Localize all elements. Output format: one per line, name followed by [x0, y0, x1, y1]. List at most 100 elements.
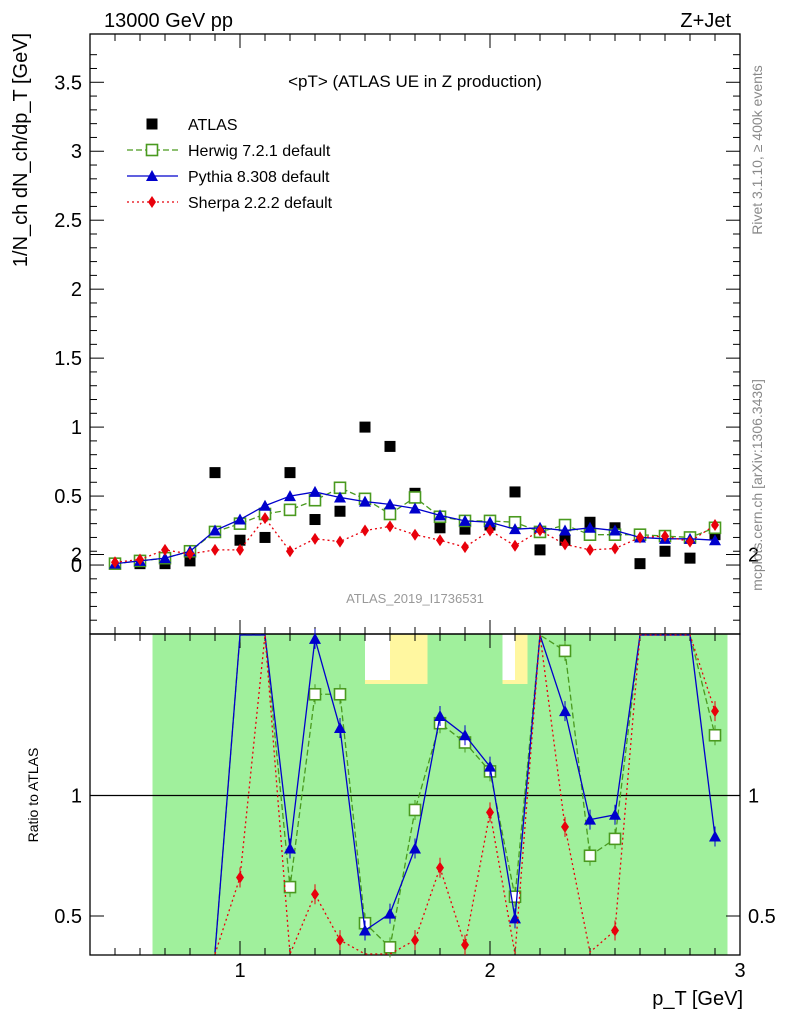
- data-point-sherpa: [361, 524, 369, 537]
- legend-label-pythia: Pythia 8.308 default: [188, 169, 330, 186]
- x-tick-label: 2: [484, 960, 495, 982]
- data-point-sherpa: [686, 535, 694, 548]
- data-point-sherpa: [536, 524, 544, 537]
- header-left: 13000 GeV pp: [104, 10, 233, 32]
- data-point-atlas: [284, 467, 296, 479]
- legend-label-herwig: Herwig 7.2.1 default: [188, 143, 331, 160]
- ratio-point-sherpa: [436, 861, 444, 874]
- main-series: [108, 421, 722, 570]
- ratio-series: [214, 628, 722, 958]
- ratio-y-tick-label: 1: [71, 786, 82, 808]
- ratio-point-sherpa: [611, 924, 619, 937]
- ratio-point-sherpa: [711, 705, 719, 718]
- ratio-point-pythia: [559, 705, 571, 717]
- ratio-point-herwig: [383, 941, 397, 954]
- ratio-point-herwig: [508, 890, 522, 904]
- x-axis-label: p_T [GeV]: [652, 988, 743, 1010]
- ratio-point-sherpa: [486, 806, 494, 819]
- main-y-tick-label: 1.5: [54, 348, 82, 370]
- ratio-y-tick-label-right: 1: [748, 786, 759, 808]
- analysis-watermark: ATLAS_2019_I1736531: [346, 591, 484, 606]
- main-y-tick-label: 0: [71, 555, 82, 577]
- data-point-atlas: [259, 531, 271, 543]
- ratio-y-tick-label: 0.5: [54, 906, 82, 928]
- ratio-point-herwig: [308, 687, 322, 701]
- data-point-pythia: [559, 524, 571, 536]
- legend-label-atlas: ATLAS: [188, 117, 238, 134]
- data-point-pythia: [409, 502, 421, 514]
- data-point-sherpa: [636, 531, 644, 544]
- header-right: Z+Jet: [680, 10, 731, 32]
- data-point-pythia: [359, 495, 371, 507]
- data-point-sherpa: [386, 520, 394, 533]
- data-point-pythia: [434, 509, 446, 521]
- data-point-herwig: [408, 491, 422, 504]
- axes: 0 0.5 1 1.5 2 2.5 3 3.5 1 2 3 0.5 0.5 1 1 2 2: [54, 34, 776, 982]
- data-point-atlas: [534, 544, 546, 556]
- ratio-point-pythia: [284, 842, 296, 854]
- ratio-y-tick-label-right: 0.5: [748, 906, 776, 928]
- data-point-sherpa: [436, 534, 444, 547]
- data-point-atlas: [659, 545, 671, 557]
- data-point-atlas: [434, 522, 446, 534]
- data-point-pythia: [459, 514, 471, 526]
- main-y-axis-label: 1/N_ch dN_ch/dp_T [GeV]: [10, 33, 32, 267]
- data-point-pythia: [209, 524, 221, 536]
- ratio-y-tick-label-right: 2: [748, 545, 759, 567]
- ratio-point-herwig: [333, 687, 347, 701]
- legend-label-sherpa: Sherpa 2.2.2 default: [188, 195, 333, 212]
- data-point-sherpa: [186, 548, 194, 560]
- ratio-point-sherpa: [336, 934, 344, 947]
- data-point-sherpa: [286, 545, 294, 558]
- ratio-uncertainty-bands: [152, 634, 728, 955]
- data-point-sherpa: [336, 535, 344, 548]
- ratio-point-pythia: [709, 830, 721, 842]
- ratio-point-pythia: [409, 842, 421, 854]
- data-point-atlas: [684, 552, 696, 564]
- data-point-sherpa: [561, 538, 569, 551]
- data-point-atlas: [184, 555, 196, 567]
- data-point-sherpa: [511, 539, 519, 552]
- data-point-pythia: [584, 521, 596, 533]
- data-point-pythia: [284, 490, 296, 502]
- ratio-point-pythia: [584, 813, 596, 825]
- ratio-point-herwig: [608, 832, 622, 846]
- main-y-tick-label: 1: [71, 417, 82, 439]
- legend-marker-sherpa: [148, 196, 156, 208]
- main-y-tick-label: 0.5: [54, 486, 82, 508]
- data-point-sherpa: [261, 512, 269, 525]
- data-point-sherpa: [411, 528, 419, 541]
- ratio-point-herwig: [708, 728, 722, 742]
- data-point-sherpa: [486, 524, 494, 537]
- data-point-sherpa: [611, 542, 619, 555]
- data-point-pythia: [484, 516, 496, 528]
- data-point-atlas: [234, 534, 246, 546]
- data-point-atlas: [209, 467, 221, 479]
- legend-marker-atlas: [146, 118, 158, 130]
- legend-marker-pythia: [146, 170, 158, 181]
- ratio-point-sherpa: [311, 888, 319, 901]
- ratio-point-herwig: [408, 803, 422, 817]
- data-point-atlas: [384, 440, 396, 452]
- data-point-sherpa: [136, 553, 144, 566]
- data-point-atlas: [509, 486, 521, 498]
- ratio-point-sherpa: [561, 820, 569, 833]
- mcplots-reference-label: mcplots.cern.ch [arXiv:1306.3436]: [749, 379, 765, 591]
- data-point-pythia: [234, 513, 246, 525]
- data-point-sherpa: [111, 556, 119, 569]
- ratio-band-gap: [365, 634, 390, 680]
- ratio-y-tick-label: 2: [71, 545, 82, 567]
- data-point-atlas: [459, 523, 471, 535]
- data-point-pythia: [334, 491, 346, 503]
- x-tick-label: 3: [734, 960, 745, 982]
- data-point-sherpa: [711, 519, 719, 532]
- ratio-band-gap: [502, 634, 515, 680]
- ratio-point-pythia: [434, 709, 446, 721]
- rivet-version-label: Rivet 3.1.10, ≥ 400k events: [749, 65, 765, 235]
- ratio-point-herwig: [558, 644, 572, 658]
- ratio-point-herwig: [583, 849, 597, 863]
- ratio-point-pythia: [384, 907, 396, 919]
- ratio-point-sherpa: [411, 934, 419, 947]
- main-y-tick-label: 3: [71, 141, 82, 163]
